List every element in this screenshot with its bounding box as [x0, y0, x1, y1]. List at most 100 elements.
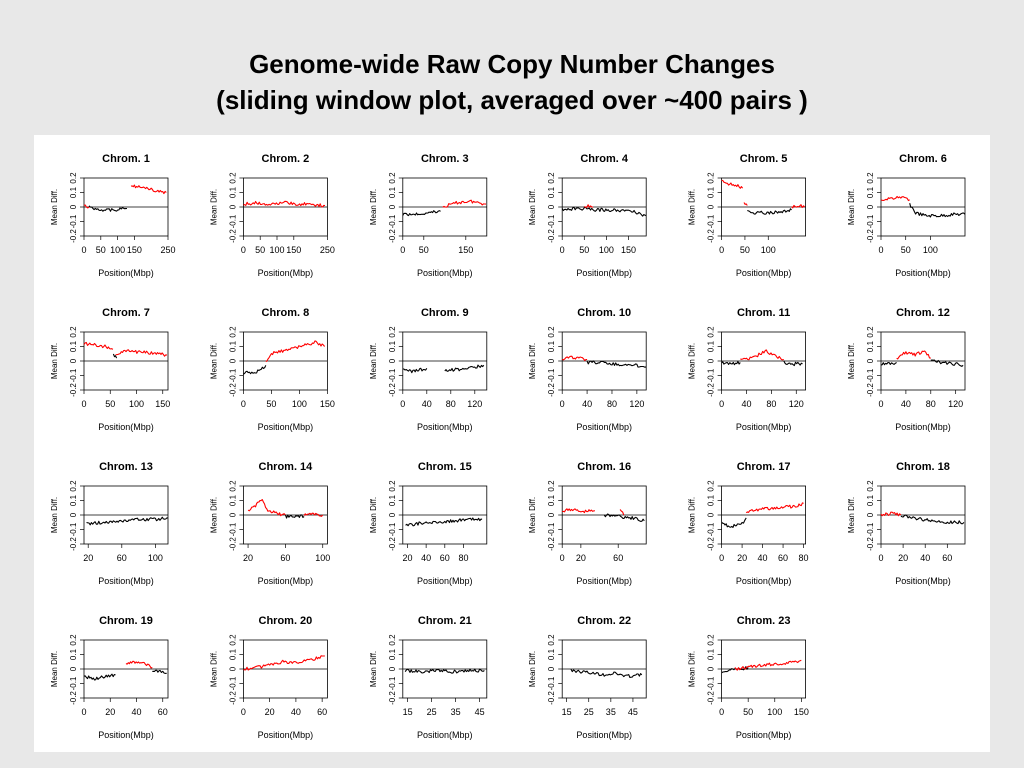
y-tick-label: 0: [388, 204, 397, 209]
subplot-chrom-6: Chrom. 6 -0.2-0.1 0 0.1 0.2 Mean Diff. 0 50 100 P…: [847, 153, 966, 278]
y-tick-label: -0.2: [69, 229, 78, 243]
subplot-title: Chrom. 2: [262, 153, 310, 165]
y-axis-label: Mean Diff.: [369, 651, 378, 687]
x-tick-label: 0: [81, 399, 86, 409]
x-tick-label: 120: [467, 399, 482, 409]
y-tick-label: 0.2: [707, 326, 716, 338]
y-tick-label: 0.2: [707, 480, 716, 492]
y-tick-label: -0.2: [547, 229, 556, 243]
y-tick-label: -0.1: [228, 522, 237, 536]
x-tick-label: 50: [743, 707, 753, 717]
x-tick-label: 15: [562, 707, 572, 717]
x-tick-label: 50: [266, 399, 276, 409]
x-tick-label: 150: [794, 707, 809, 717]
y-axis-label: Mean Diff.: [50, 497, 59, 533]
subplot-title: Chrom. 18: [896, 461, 950, 473]
series-line-black: [603, 513, 645, 522]
y-axis-label: Mean Diff.: [688, 497, 697, 533]
y-tick-label: 0.1: [228, 340, 237, 352]
y-tick-label: -0.2: [707, 383, 716, 397]
y-tick-label: 0: [707, 512, 716, 517]
y-tick-label: -0.2: [388, 383, 397, 397]
y-tick-label: -0.2: [707, 691, 716, 705]
y-tick-label: 0.1: [69, 186, 78, 198]
y-tick-label: -0.1: [547, 676, 556, 690]
y-axis-label: Mean Diff.: [847, 497, 856, 533]
y-tick-label: 0.1: [707, 648, 716, 660]
y-tick-label: 0: [69, 666, 78, 671]
series-line-black: [930, 359, 964, 367]
y-axis-label: Mean Diff.: [50, 343, 59, 379]
series-line-red: [619, 509, 625, 516]
y-tick-label: -0.2: [707, 229, 716, 243]
x-tick-label: 50: [579, 245, 589, 255]
series-line-red: [721, 179, 744, 189]
x-tick-label: 80: [799, 553, 809, 563]
series-line-red: [743, 202, 748, 206]
subplot-chrom-13: Chrom. 13 -0.2-0.1 0 0.1 0.2 Mean Diff. 20 60 10…: [50, 461, 169, 586]
subplot-title: Chrom. 12: [896, 307, 950, 319]
x-tick-label: 50: [255, 245, 265, 255]
subplot-chrom-19: Chrom. 19 -0.2-0.1 0 0.1 0.2 Mean Diff. 0 20 40 6…: [50, 615, 169, 740]
y-tick-label: -0.1: [547, 522, 556, 536]
series-line-black: [561, 206, 647, 217]
x-axis-label: Position(Mbp): [576, 268, 632, 278]
subplot-chrom-22: Chrom. 22 -0.2-0.1 0 0.1 0.2 Mean Diff. 15 25 35…: [528, 615, 647, 740]
series-line-black: [284, 514, 305, 519]
x-tick-label: 20: [105, 707, 115, 717]
y-tick-label: 0: [228, 204, 237, 209]
y-tick-label: 0.1: [707, 494, 716, 506]
x-tick-label: 0: [878, 399, 883, 409]
x-tick-label: 50: [105, 399, 115, 409]
x-tick-label: 60: [613, 553, 623, 563]
y-tick-label: 0: [228, 358, 237, 363]
series-line-black: [586, 360, 647, 368]
subplot-title: Chrom. 23: [737, 615, 791, 627]
x-tick-label: 25: [427, 707, 437, 717]
y-tick-label: 0.2: [547, 326, 556, 338]
x-tick-label: 120: [789, 399, 804, 409]
y-tick-label: 0.1: [228, 186, 237, 198]
subplot-title: Chrom. 21: [418, 615, 472, 627]
subplot-chrom-15: Chrom. 15 -0.2-0.1 0 0.1 0.2 Mean Diff. 20 40 60…: [369, 461, 488, 586]
x-tick-label: 250: [320, 245, 335, 255]
series-line-red: [83, 341, 114, 350]
x-tick-label: 120: [948, 399, 963, 409]
y-tick-label: -0.1: [228, 368, 237, 382]
y-tick-label: 0.1: [388, 494, 397, 506]
y-axis-label: Mean Diff.: [847, 343, 856, 379]
y-tick-label: 0.1: [707, 340, 716, 352]
y-tick-label: 0.1: [547, 340, 556, 352]
x-tick-label: 50: [419, 245, 429, 255]
x-tick-label: 80: [766, 399, 776, 409]
x-tick-label: 20: [898, 553, 908, 563]
x-tick-label: 20: [737, 553, 747, 563]
y-tick-label: 0: [547, 358, 556, 363]
x-tick-label: 150: [320, 399, 335, 409]
x-axis-label: Position(Mbp): [895, 422, 951, 432]
y-tick-label: -0.2: [547, 537, 556, 551]
x-tick-label: 35: [451, 707, 461, 717]
x-tick-label: 50: [96, 245, 106, 255]
subplot-chrom-1: Chrom. 1 -0.2-0.1 0 0.1 0.2 Mean Diff. 0 50 100 1…: [50, 153, 176, 278]
y-tick-label: 0.2: [547, 634, 556, 646]
x-axis-label: Position(Mbp): [736, 576, 792, 586]
series-line-black: [909, 203, 966, 218]
series-line-red: [130, 184, 167, 195]
y-tick-label: -0.2: [228, 383, 237, 397]
subplot-chrom-7: Chrom. 7 -0.2-0.1 0 0.1 0.2 Mean Diff. 0 50 100 1…: [50, 307, 170, 432]
x-tick-label: 40: [920, 553, 930, 563]
subplot-chrom-2: Chrom. 2 -0.2-0.1 0 0.1 0.2 Mean Diff. 0 50 100 1…: [209, 153, 335, 278]
y-tick-label: 0: [228, 512, 237, 517]
series-line-black: [880, 361, 897, 366]
y-tick-label: 0.2: [547, 480, 556, 492]
x-tick-label: 0: [878, 553, 883, 563]
x-tick-label: 80: [446, 399, 456, 409]
x-tick-label: 40: [291, 707, 301, 717]
x-tick-label: 40: [758, 553, 768, 563]
x-axis-label: Position(Mbp): [576, 730, 632, 740]
series-line-red: [115, 349, 168, 357]
subplot-chrom-3: Chrom. 3 -0.2-0.1 0 0.1 0.2 Mean Diff. 0 50 150 P…: [369, 153, 488, 278]
x-tick-label: 60: [942, 553, 952, 563]
x-axis-label: Position(Mbp): [417, 422, 473, 432]
